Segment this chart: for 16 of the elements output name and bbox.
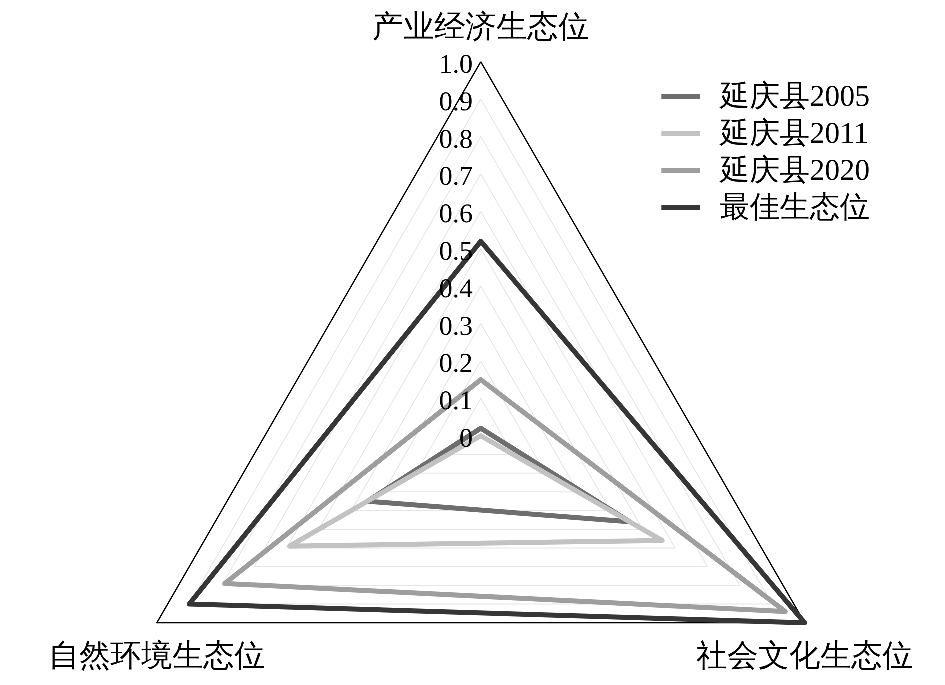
y-tick-label: 0.8	[439, 124, 473, 154]
y-tick-label: 0.2	[439, 348, 473, 378]
spoke-label: 自然环境生态位	[48, 638, 266, 673]
spoke-label: 社会文化生态位	[696, 638, 914, 673]
y-tick-label: 0.1	[439, 386, 473, 416]
y-tick-label: 0	[460, 423, 473, 453]
y-tick-label: 0.6	[439, 198, 473, 229]
legend-label: 延庆县2005	[719, 80, 870, 113]
legend-label: 最佳生态位	[720, 191, 870, 224]
legend-label: 延庆县2011	[719, 117, 869, 150]
spoke-label: 产业经济生态位	[372, 9, 590, 44]
legend-label: 延庆县2020	[719, 154, 870, 187]
y-tick-label: 1.0	[439, 49, 473, 79]
y-tick-label: 0.7	[439, 161, 473, 192]
y-tick-label: 0.5	[439, 236, 473, 266]
y-tick-label: 0.3	[439, 310, 473, 341]
